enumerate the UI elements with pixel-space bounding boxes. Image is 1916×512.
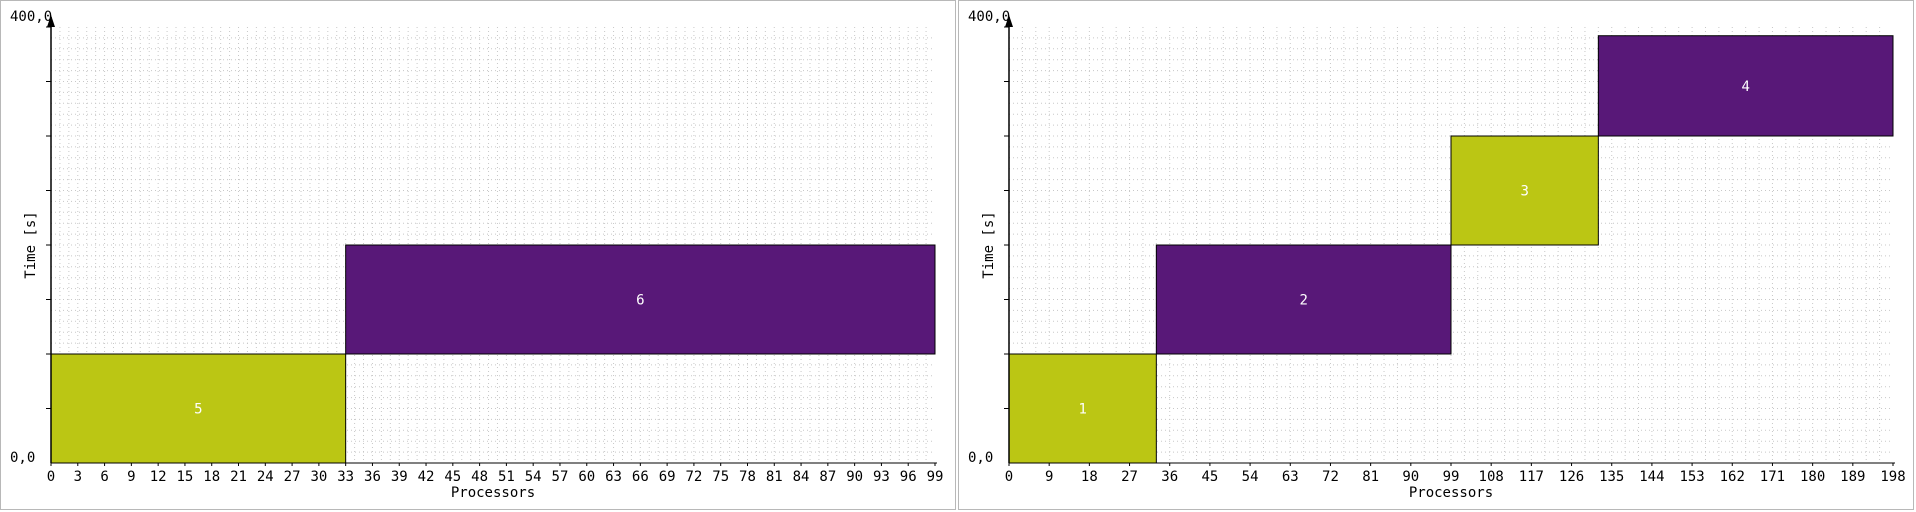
x-tick-label: 135 [1599, 469, 1624, 485]
x-tick-label: 36 [364, 469, 381, 485]
x-tick-label: 0 [1005, 469, 1013, 485]
y-axis-arrow [1005, 15, 1013, 27]
x-tick-label: 48 [471, 469, 488, 485]
x-tick-label: 6 [100, 469, 108, 485]
task-block-label: 3 [1520, 184, 1528, 200]
x-tick-label: 87 [819, 469, 836, 485]
x-tick-label: 72 [1322, 469, 1339, 485]
x-tick-label: 81 [766, 469, 783, 485]
x-tick-label: 24 [257, 469, 274, 485]
x-tick-label: 9 [127, 469, 135, 485]
task-block-label: 1 [1078, 402, 1086, 418]
x-tick-label: 30 [310, 469, 327, 485]
x-tick-label: 3 [74, 469, 82, 485]
x-tick-label: 45 [1201, 469, 1218, 485]
task-block-4 [1597, 35, 1894, 137]
gantt-panel-left: 5 6 0 3 6 9 12 15 18 21 24 27 30 33 36 39 42 45 48 51 54 57 60… [0, 0, 956, 510]
x-tick-label: 99 [1443, 469, 1460, 485]
x-tick-label: 54 [525, 469, 542, 485]
x-tick-label: 18 [203, 469, 220, 485]
x-tick-label: 45 [444, 469, 461, 485]
x-tick-label: 66 [632, 469, 649, 485]
x-tick-label: 27 [284, 469, 301, 485]
gantt-panel-right: 1 2 3 4 0 9 18 27 36 45 54 63 72 81 90 99 108 117 126 135 14… [958, 0, 1914, 510]
x-tick-label: 162 [1720, 469, 1745, 485]
x-tick-label: 108 [1479, 469, 1504, 485]
x-tick-label: 126 [1559, 469, 1584, 485]
x-tick-label: 189 [1840, 469, 1865, 485]
x-tick-labels: 0 3 6 9 12 15 18 21 24 27 30 33 36 39 42 45 48 51 54 57 60 63… [47, 463, 944, 485]
y-top-label: 400,0 [968, 9, 1010, 25]
gantt-chart-right: 1 2 3 4 0 9 18 27 36 45 54 63 72 81 90 99 108 117 126 135 14… [968, 9, 1906, 501]
task-block-label: 5 [194, 402, 202, 418]
x-tick-label: 171 [1760, 469, 1785, 485]
x-tick-label: 36 [1161, 469, 1178, 485]
y-axis-title: Time [s] [23, 211, 39, 278]
x-tick-label: 90 [846, 469, 863, 485]
task-block-5 [50, 353, 347, 464]
x-tick-label: 99 [927, 469, 944, 485]
x-tick-label: 144 [1639, 469, 1664, 485]
x-tick-label: 39 [391, 469, 408, 485]
x-tick-label: 153 [1679, 469, 1704, 485]
x-tick-label: 81 [1362, 469, 1379, 485]
y-bottom-label: 0,0 [968, 450, 993, 466]
x-tick-label: 78 [739, 469, 756, 485]
x-tick-label: 117 [1519, 469, 1544, 485]
task-block-1 [1008, 353, 1157, 464]
x-tick-label: 33 [337, 469, 354, 485]
x-tick-label: 15 [177, 469, 194, 485]
x-tick-label: 0 [47, 469, 55, 485]
x-tick-label: 63 [605, 469, 622, 485]
x-tick-label: 93 [873, 469, 890, 485]
x-tick-label: 9 [1045, 469, 1053, 485]
x-tick-label: 90 [1402, 469, 1419, 485]
task-block-6 [345, 244, 936, 355]
x-axis-title: Processors [451, 485, 535, 501]
gantt-chart-left: 560 3 6 9 12 15 18 21 24 27 30 33 36 39 42 45 48 51 54 57 60… [10, 9, 944, 501]
x-tick-label: 75 [712, 469, 729, 485]
y-bottom-label: 0,0 [10, 450, 35, 466]
x-tick-label: 198 [1880, 469, 1905, 485]
y-top-label: 400,0 [10, 9, 52, 25]
x-tick-label: 180 [1800, 469, 1825, 485]
x-tick-label: 72 [685, 469, 702, 485]
x-tick-label: 51 [498, 469, 515, 485]
x-tick-label: 27 [1121, 469, 1138, 485]
task-block-3 [1450, 135, 1599, 246]
x-axis-title: Processors [1409, 485, 1493, 501]
x-tick-label: 18 [1081, 469, 1098, 485]
y-axis-arrow [47, 15, 55, 27]
x-tick-label: 54 [1242, 469, 1259, 485]
x-tick-label: 69 [659, 469, 676, 485]
task-block-2 [1155, 244, 1452, 355]
x-tick-label: 84 [793, 469, 810, 485]
task-block-label: 2 [1299, 293, 1307, 309]
task-block-label: 4 [1741, 79, 1749, 95]
x-tick-label: 96 [900, 469, 917, 485]
x-tick-label: 57 [552, 469, 569, 485]
x-tick-label: 42 [418, 469, 435, 485]
x-tick-label: 60 [578, 469, 595, 485]
x-tick-label: 21 [230, 469, 247, 485]
x-tick-labels: 0 9 18 27 36 45 54 63 72 81 90 99 108 117 126 135 144 153… [1005, 463, 1906, 485]
y-axis-title: Time [s] [981, 211, 997, 278]
task-block-label: 6 [636, 293, 644, 309]
x-tick-label: 12 [150, 469, 167, 485]
x-tick-label: 63 [1282, 469, 1299, 485]
